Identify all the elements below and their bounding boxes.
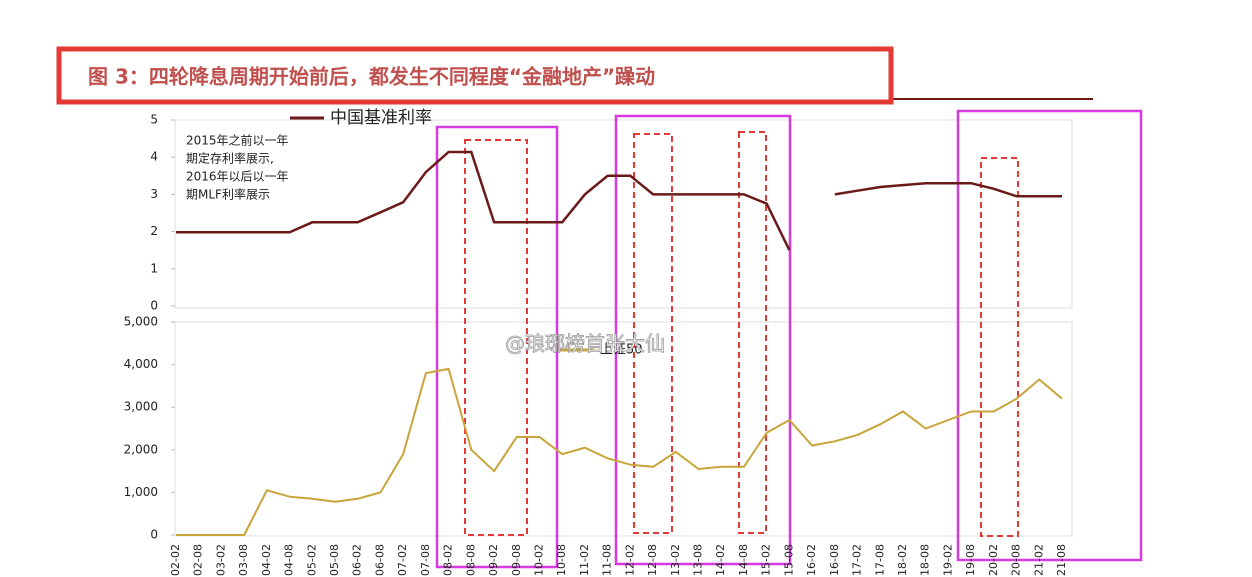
y-tick-label: 0: [150, 299, 158, 313]
x-tick-label: 15-08: [782, 544, 795, 576]
annotation: 2015年之前以一年: [186, 133, 289, 148]
y-tick-label: 5: [150, 113, 158, 127]
x-tick-label: 20-02: [987, 544, 1000, 576]
x-tick-label: 08-08: [464, 544, 477, 576]
x-tick-label: 21-02: [1032, 544, 1045, 576]
x-tick-label: 07-08: [419, 544, 432, 576]
x-tick-label: 16-08: [828, 544, 841, 576]
highlight-box: [56, 46, 894, 105]
y-tick-label: 1: [150, 261, 158, 275]
chart-title: 图 3：四轮降息周期开始前后，都发生不同程度“金融地产”躁动: [88, 65, 655, 89]
x-tick-label: 19-02: [941, 544, 954, 576]
annotation: 2016年以后以一年: [186, 170, 289, 184]
x-tick-label: 16-02: [805, 544, 818, 576]
x-tick-label: 17-08: [873, 544, 886, 576]
x-tick-label: 03-08: [237, 544, 250, 576]
watermark: @琅琊榜首张大仙: [505, 332, 665, 356]
y-tick-label: 5,000: [124, 315, 158, 329]
x-tick-label: 14-02: [714, 544, 727, 576]
x-tick-label: 03-02: [214, 544, 227, 576]
x-tick-label: 06-08: [373, 544, 386, 576]
y-tick-label: 4,000: [124, 357, 158, 371]
x-tick-label: 02-08: [192, 544, 205, 576]
x-tick-label: 11-02: [578, 544, 591, 576]
x-tick-label: 12-08: [646, 544, 659, 576]
x-tick-label: 13-02: [669, 544, 682, 576]
x-tick-label: 11-08: [601, 544, 614, 576]
x-tick-label: 19-08: [964, 544, 977, 576]
x-tick-label: 09-08: [510, 544, 523, 576]
y-tick-label: 3: [150, 187, 158, 201]
x-tick-label: 10-02: [532, 544, 545, 576]
x-tick-label: 13-08: [692, 544, 705, 576]
x-tick-label: 20-08: [1010, 544, 1023, 576]
x-tick-label: 18-02: [896, 544, 909, 576]
legend-label: 中国基准利率: [330, 108, 432, 128]
line-series: [176, 367, 1063, 536]
x-tick-label: 10-08: [555, 544, 568, 576]
plot-frame: [174, 321, 1073, 537]
period-boxes: [435, 109, 1143, 569]
x-tick-label: 04-08: [283, 544, 296, 576]
line-series: [176, 150, 1062, 251]
x-tick-label: 02-02: [169, 544, 182, 576]
x-tick-label: 14-08: [737, 544, 750, 576]
x-tick-label: 05-02: [305, 544, 318, 576]
annotation: 期定存利率展示,: [186, 151, 274, 166]
dashed-boxes: [464, 131, 1019, 537]
x-tick-label: 05-08: [328, 544, 341, 576]
y-tick-label: 2: [150, 224, 158, 238]
x-tick-label: 18-08: [919, 544, 932, 576]
x-tick-label: 04-02: [260, 544, 273, 576]
x-tick-label: 06-02: [351, 544, 364, 576]
y-tick-label: 0: [150, 528, 158, 542]
plot-frame: [174, 119, 1073, 309]
x-tick-label: 07-02: [396, 544, 409, 576]
x-tick-label: 17-02: [851, 544, 864, 576]
legend-label: 上证50: [600, 343, 643, 358]
x-tick-label: 15-02: [760, 544, 773, 576]
x-tick-label: 12-02: [623, 544, 636, 576]
y-tick-label: 3,000: [124, 400, 158, 414]
y-tick-label: 4: [150, 150, 158, 164]
y-tick-label: 1,000: [124, 485, 158, 499]
x-tick-label: 21-08: [1055, 544, 1068, 576]
y-tick-label: 2,000: [124, 442, 158, 456]
annotation: 期MLF利率展示: [186, 187, 270, 202]
x-tick-label: 08-02: [442, 544, 455, 576]
x-tick-label: 09-02: [487, 544, 500, 576]
